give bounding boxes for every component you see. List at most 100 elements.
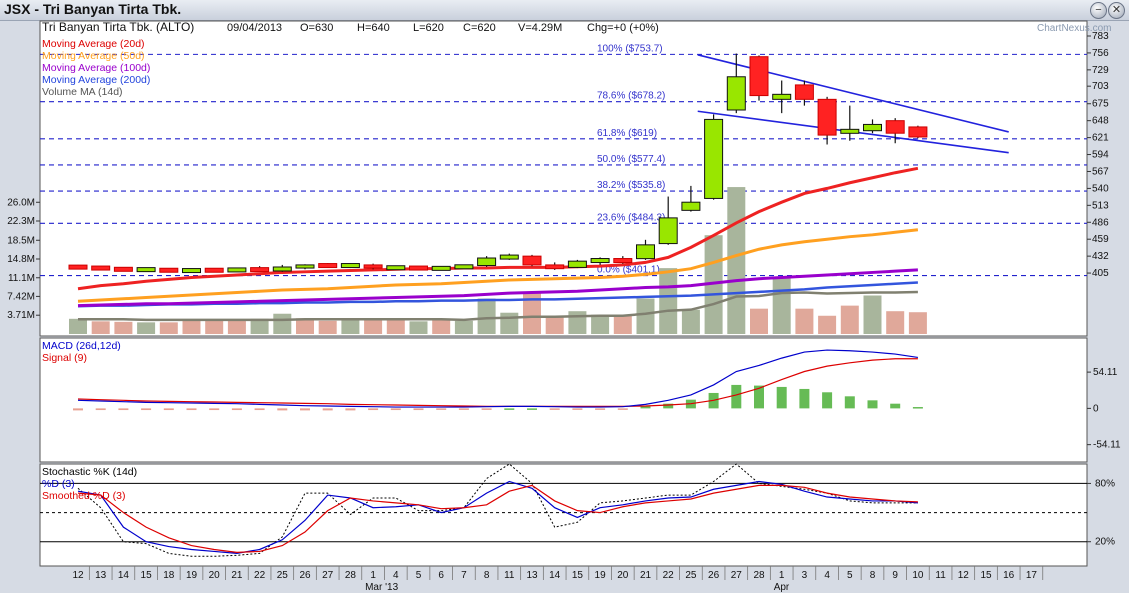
macd-line xyxy=(77,349,918,408)
candle-body xyxy=(908,126,928,138)
price-legend-entry: Moving Average (100d) xyxy=(42,62,150,74)
price-tick-label: 540 xyxy=(1092,183,1109,194)
minimize-icon[interactable]: − xyxy=(1090,2,1107,19)
volume-bar xyxy=(659,268,678,334)
macd-histogram-bar xyxy=(776,386,787,409)
macd-histogram-bar xyxy=(413,408,424,411)
macd-tick-label: 54.11 xyxy=(1093,367,1118,378)
date-tick-label: 7 xyxy=(461,570,467,581)
stochastic-panel xyxy=(39,463,1088,567)
candle-body xyxy=(613,258,633,264)
date-tick-label: 27 xyxy=(731,570,743,581)
date-tick-label: 15 xyxy=(572,570,584,581)
date-tick-label: 6 xyxy=(438,570,444,581)
volume-bar xyxy=(523,293,541,334)
candle-body xyxy=(567,260,587,268)
candle-body xyxy=(681,201,701,211)
candle-body xyxy=(204,267,224,273)
macd-histogram-bar xyxy=(277,408,288,411)
candle-body xyxy=(704,118,724,199)
date-tick-label: 4 xyxy=(824,570,830,581)
stock-name: Tri Banyan Tirta Tbk. (ALTO) xyxy=(42,20,194,34)
stoch-k-line xyxy=(77,463,918,557)
volume-bar xyxy=(409,321,428,334)
fib-label: 100% ($753.7) xyxy=(597,43,663,54)
volume-bar xyxy=(296,318,314,334)
macd-histogram-bar xyxy=(867,400,878,409)
volume-bar xyxy=(681,309,700,334)
volume-bar xyxy=(227,320,246,334)
quote-low: L=620 xyxy=(413,22,444,34)
date-tick-label: 12 xyxy=(72,570,84,581)
date-tick-label: 3 xyxy=(802,570,808,581)
date-tick-label: 14 xyxy=(549,570,561,581)
volume-ma-line xyxy=(78,290,918,322)
candle-body xyxy=(454,264,474,270)
volume-bar xyxy=(318,320,337,334)
date-tick-label: 10 xyxy=(912,570,924,581)
date-tick-label: 11 xyxy=(935,570,946,581)
stoch-smoothed-d-line xyxy=(77,484,918,554)
candle-body xyxy=(363,264,383,269)
volume-tick-label: 18.5M xyxy=(7,235,35,246)
window-title: JSX - Tri Banyan Tirta Tbk. xyxy=(4,1,182,17)
volume-bar xyxy=(636,298,655,334)
stoch-tick-label: 20% xyxy=(1095,537,1115,548)
macd-series: 54.11 0 -54.11 xyxy=(73,349,1121,451)
price-tick-label: 675 xyxy=(1092,99,1109,110)
macd-histogram-bar xyxy=(458,408,469,410)
macd-histogram-bar xyxy=(141,408,152,411)
fib-label: 61.8% ($619) xyxy=(597,128,657,139)
stoch-tick-label: 80% xyxy=(1095,478,1115,489)
price-panel xyxy=(39,20,1088,337)
candle-body xyxy=(658,217,678,245)
candle-body xyxy=(794,84,814,100)
macd-histogram-bar xyxy=(595,408,606,410)
candle-body xyxy=(817,98,837,136)
date-tick-label: 9 xyxy=(892,570,898,581)
candle-body xyxy=(522,255,542,266)
candle-body xyxy=(68,264,88,270)
candle-body xyxy=(295,264,315,269)
macd-histogram-bar xyxy=(549,408,560,410)
date-tick-label: 25 xyxy=(277,570,289,581)
volume-bar xyxy=(386,320,405,334)
macd-histogram-bar xyxy=(368,408,379,411)
volume-bar xyxy=(863,295,882,334)
price-axis: 783 756 729 703 675 648 621 594 567 540 513 486 459 4… xyxy=(1087,31,1109,279)
date-tick-label: 12 xyxy=(958,570,970,581)
date-tick-label: 27 xyxy=(322,570,334,581)
close-icon[interactable]: ✕ xyxy=(1108,2,1125,19)
volume-tick-label: 11.1M xyxy=(8,273,35,284)
date-tick-label: 16 xyxy=(1003,570,1015,581)
volume-bar xyxy=(568,311,587,334)
price-tick-label: 729 xyxy=(1092,65,1109,76)
candle-body xyxy=(545,264,565,270)
macd-histogram-bar xyxy=(300,408,310,411)
volume-tick-label: 7.42M xyxy=(7,291,35,302)
volume-bar xyxy=(908,312,927,334)
macd-histogram-bar xyxy=(640,406,651,409)
macd-histogram-bar xyxy=(209,408,220,411)
candlesticks xyxy=(68,53,928,274)
fib-label: 78.6% ($678.2) xyxy=(597,91,665,102)
date-axis: 12 13 14 15 18 19 20 21 22 25 26 27 28 1 4 5 6 7 8 11 13 14 15… xyxy=(72,566,1044,593)
candle-body xyxy=(318,263,338,269)
stochastic-series: 80% 20% xyxy=(40,463,1115,557)
macd-histogram-bar xyxy=(663,403,674,409)
candle-body xyxy=(91,265,111,271)
fib-label: 23.6% ($484.3) xyxy=(597,212,665,223)
quote-high: H=640 xyxy=(357,22,390,34)
macd-histogram-bar xyxy=(912,407,923,409)
volume-bar xyxy=(182,320,201,334)
date-tick-label: 21 xyxy=(640,570,652,581)
volume-bar xyxy=(341,319,360,334)
date-tick-label: 13 xyxy=(526,570,538,581)
watermark: ChartNexus.com xyxy=(1037,23,1111,34)
month-label: Apr xyxy=(774,582,790,593)
ma50-line xyxy=(77,228,919,303)
volume-bar xyxy=(818,315,837,334)
stoch-legend-entry: Smoothed %D (3) xyxy=(42,490,125,502)
volume-bar xyxy=(750,308,768,334)
